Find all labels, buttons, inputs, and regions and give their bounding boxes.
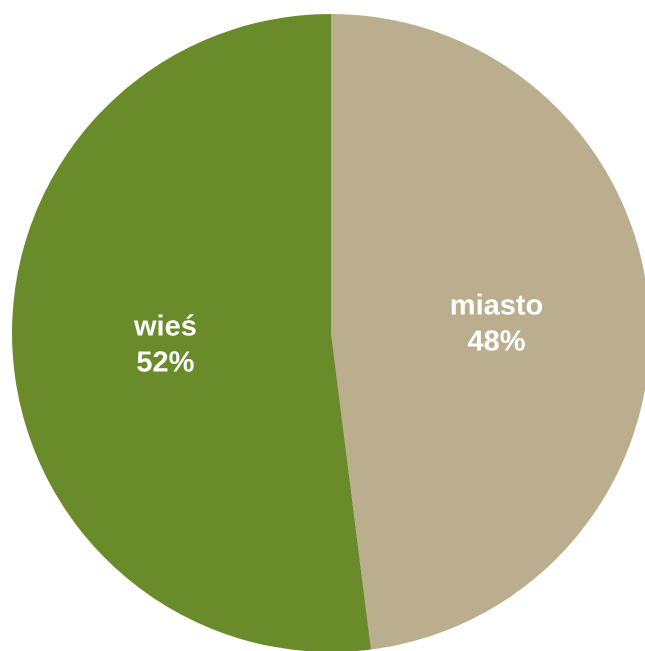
pie-slice-1 <box>12 14 371 651</box>
pie-slice-value-label-1: 52% <box>136 346 194 378</box>
pie-slice-label-0: miasto <box>450 290 543 322</box>
pie-slices <box>12 14 645 651</box>
pie-slice-0 <box>331 14 645 650</box>
pie-slice-label-1: wieś <box>133 310 197 342</box>
pie-labels: miasto 48% wieś 52% <box>133 290 543 379</box>
pie-slice-value-label-0: 48% <box>468 326 526 358</box>
